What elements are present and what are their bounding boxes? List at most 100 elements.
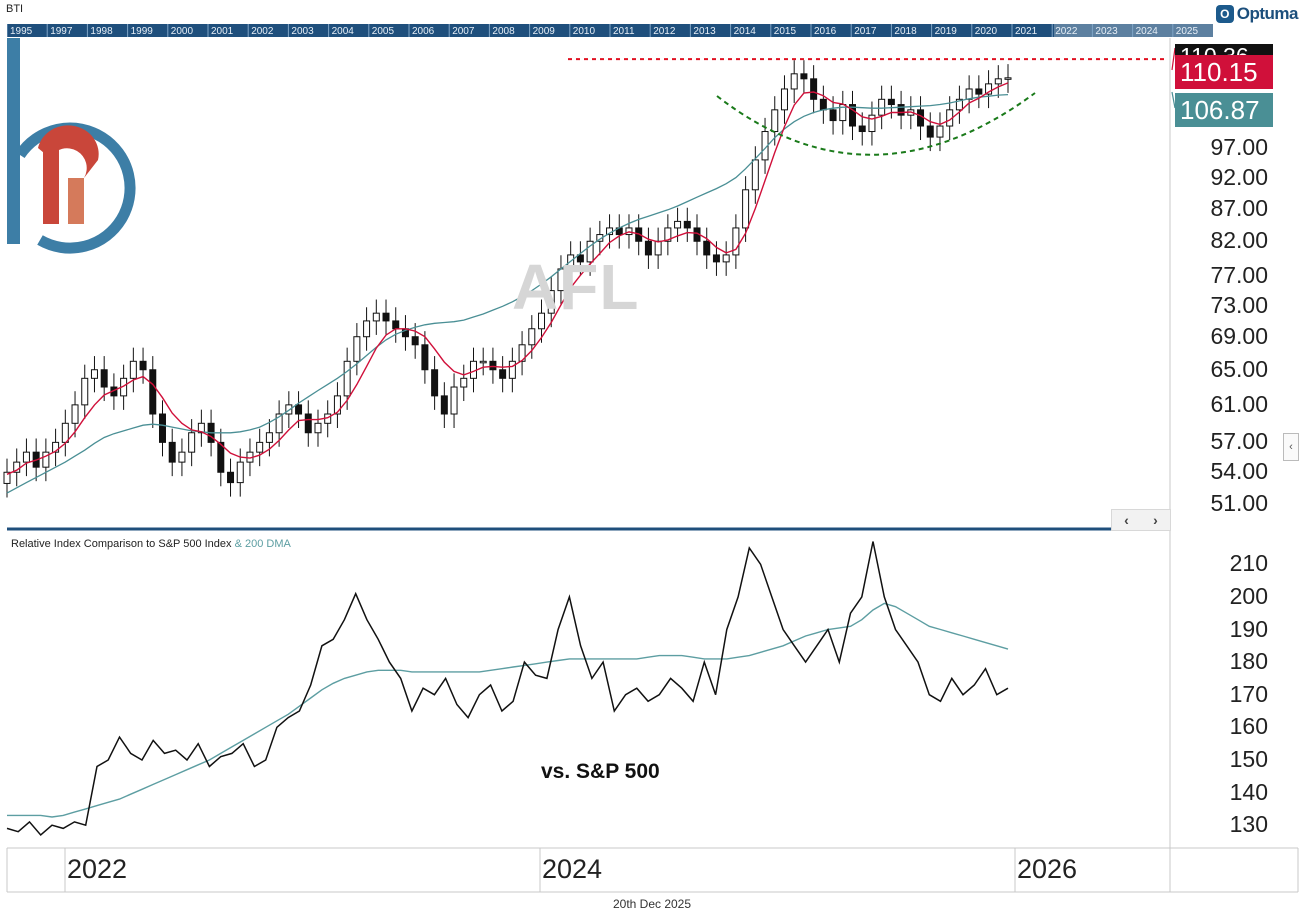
timeline-year: 2010 xyxy=(573,26,596,37)
timeline-year: 2005 xyxy=(372,26,395,37)
symbol-watermark: AFL xyxy=(512,251,640,323)
price-tick-label: 97.00 xyxy=(1210,134,1268,161)
timeline-year: 2015 xyxy=(774,26,797,37)
scroll-left-button[interactable]: ‹ xyxy=(1124,512,1129,528)
relative-index-line xyxy=(6,541,1009,837)
rounding-base-arc xyxy=(716,92,1036,156)
top-bar: BTI O Optuma xyxy=(0,0,1304,24)
price-tick-label: 73.00 xyxy=(1210,291,1268,318)
timeline-year: 2020 xyxy=(975,26,998,37)
timeline-year: 2019 xyxy=(935,26,958,37)
price-tick-label: 92.00 xyxy=(1210,163,1268,190)
relative-tick-label: 210 xyxy=(1229,550,1268,577)
timeline-year: 2014 xyxy=(734,26,757,37)
candle xyxy=(22,451,30,463)
candle xyxy=(411,336,419,346)
chart-scroll-nav: ‹ › xyxy=(1111,509,1171,531)
candle xyxy=(71,404,79,424)
price-tag-close: 110.15 xyxy=(1175,55,1273,89)
candle xyxy=(227,471,235,484)
timeline-year: 1999 xyxy=(131,26,154,37)
timeline-year: 2002 xyxy=(251,26,274,37)
timeline-year: 2009 xyxy=(533,26,556,37)
candle xyxy=(314,422,322,434)
candle xyxy=(926,125,934,138)
candle xyxy=(975,88,983,95)
scroll-right-button[interactable]: › xyxy=(1153,512,1158,528)
candle xyxy=(936,125,944,138)
price-tag-ma: 106.87 xyxy=(1175,93,1273,127)
candle xyxy=(712,254,720,263)
candle xyxy=(363,320,371,338)
year-tick-label: 2022 xyxy=(67,854,128,884)
candle xyxy=(236,461,244,484)
candle xyxy=(878,98,886,116)
timeline-years: 1995 1997 1998 1999 2000 2001 2002 2003 2004 2005… xyxy=(7,24,1199,37)
candle xyxy=(887,98,895,106)
tag-connector xyxy=(1171,91,1176,109)
relative-tick-label: 170 xyxy=(1229,680,1268,707)
candle xyxy=(897,104,905,116)
price-tick-label: 69.00 xyxy=(1210,322,1268,349)
brand: O Optuma xyxy=(1215,4,1299,24)
relative-panel xyxy=(6,541,1009,837)
candle xyxy=(994,78,1002,85)
timeline-year: 2000 xyxy=(171,26,194,37)
candle xyxy=(858,125,866,133)
timeline-year: 2017 xyxy=(854,26,877,37)
candle xyxy=(965,88,973,100)
side-panel-toggle[interactable]: ‹ xyxy=(1283,433,1299,461)
symbol-label: BTI xyxy=(6,3,24,15)
timeline-year: 1997 xyxy=(50,26,73,37)
candle xyxy=(586,240,594,263)
candle xyxy=(168,441,176,463)
candle xyxy=(751,159,759,191)
timeline-year: 2022 xyxy=(1055,26,1078,37)
candle xyxy=(343,360,351,397)
timeline-year: 2008 xyxy=(492,26,515,37)
candle xyxy=(285,404,293,415)
candle xyxy=(81,377,89,406)
candle xyxy=(780,88,788,111)
candle xyxy=(819,98,827,111)
logo-bowl xyxy=(38,125,99,178)
candle xyxy=(654,240,662,256)
candle xyxy=(275,413,283,434)
relative-panel-title: Relative Index Comparison to S&P 500 Ind… xyxy=(11,538,291,550)
price-tick-label: 51.00 xyxy=(1210,489,1268,516)
timeline-year: 2011 xyxy=(613,26,635,37)
candle xyxy=(829,109,837,122)
candle xyxy=(149,369,157,415)
candle xyxy=(450,386,458,415)
optuma-logo-icon: O xyxy=(1215,5,1234,23)
timeline-year: 2023 xyxy=(1095,26,1118,37)
candle xyxy=(256,441,264,453)
candle xyxy=(528,328,536,346)
candle xyxy=(800,73,808,80)
candle xyxy=(333,395,341,415)
relative-tick-label: 190 xyxy=(1229,615,1268,642)
price-panel xyxy=(3,47,1176,498)
candle xyxy=(674,220,682,229)
timeline-year: 2006 xyxy=(412,26,435,37)
candle xyxy=(392,320,400,330)
candle xyxy=(372,312,380,322)
candle xyxy=(90,369,98,379)
timeline-year: 2004 xyxy=(332,26,355,37)
timeline-year: 2021 xyxy=(1015,26,1038,37)
timeline-year: 2024 xyxy=(1136,26,1159,37)
candle xyxy=(139,360,147,371)
year-tick-label: 2026 xyxy=(1017,854,1078,884)
candle xyxy=(489,360,497,371)
footer-date: 20th Dec 2025 xyxy=(612,897,692,911)
candle xyxy=(431,369,439,397)
timeline-year: 2025 xyxy=(1176,26,1199,37)
long-moving-average xyxy=(6,93,1009,494)
candle xyxy=(722,254,730,263)
candle xyxy=(440,395,448,415)
relative-tick-label: 150 xyxy=(1229,745,1268,772)
candle xyxy=(644,240,652,256)
short-moving-average xyxy=(6,82,1009,475)
relative-tick-label: 160 xyxy=(1229,713,1268,740)
